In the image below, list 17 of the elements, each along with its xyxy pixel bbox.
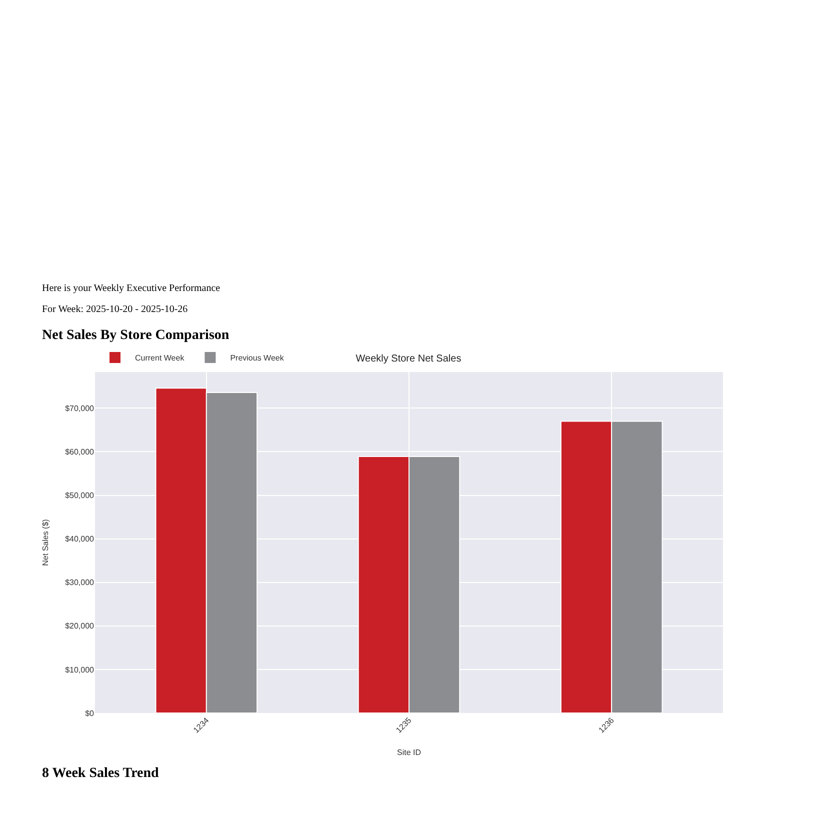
y-tick-label: $0 <box>85 708 95 718</box>
text: Here is your Weekly Executive Performance <box>42 283 221 294</box>
y-tick-label: $50,000 <box>65 491 95 500</box>
y-tick-label: $20,000 <box>65 622 95 631</box>
x-axis-title: Site ID <box>396 748 422 757</box>
text: 8 Week Sales Trend <box>42 766 160 781</box>
y-axis-title: Net Sales ($) <box>40 518 50 566</box>
y-tick-label: $10,000 <box>65 665 95 674</box>
y-tick-label: $60,000 <box>65 448 95 456</box>
legend-label: Previous Week <box>230 354 285 363</box>
y-tick-label: $70,000 <box>65 404 95 413</box>
chart-title: Weekly Store Net Sales <box>356 354 462 364</box>
y-tick-label: $40,000 <box>65 534 95 544</box>
legend-label: Current Week <box>135 354 186 363</box>
text: Net Sales By Store Comparison <box>42 328 230 343</box>
text: For Week: 2025-10-20 - 2025-10-26 <box>42 304 188 315</box>
y-tick-label: $30,000 <box>65 578 95 588</box>
